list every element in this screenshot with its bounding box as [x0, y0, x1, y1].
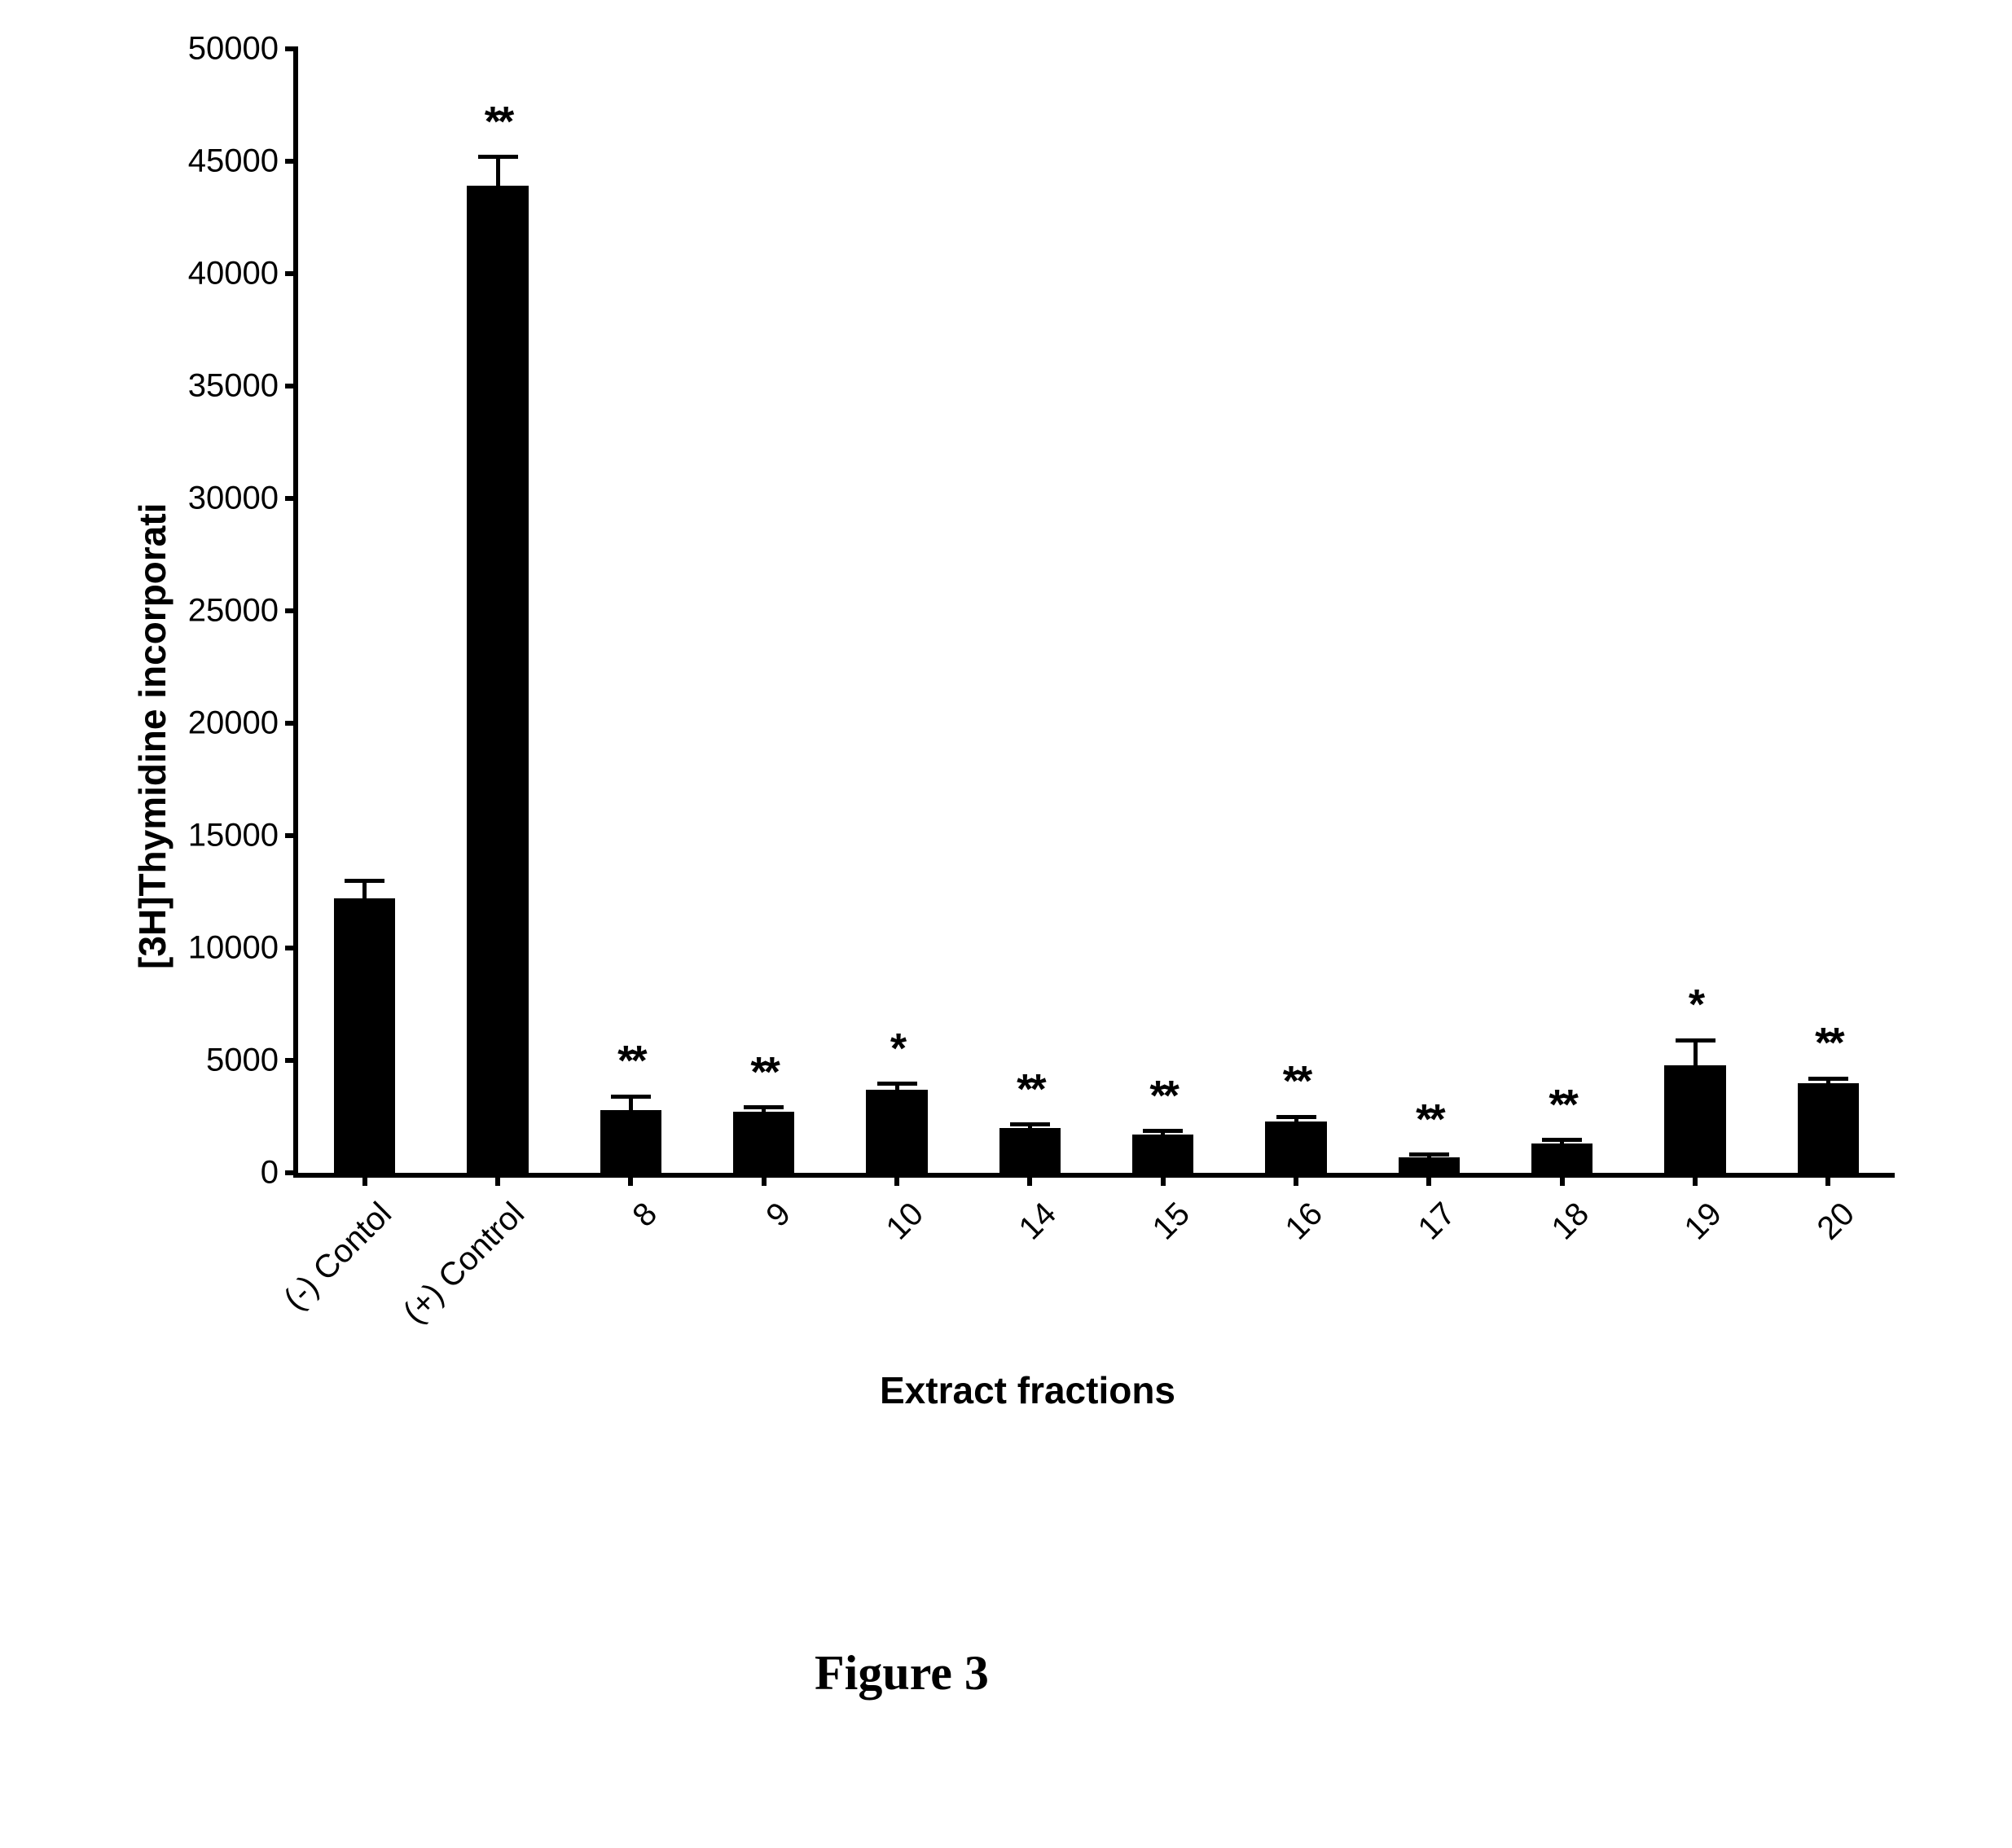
y-tick — [285, 384, 298, 388]
y-tick-label: 10000 — [188, 930, 279, 967]
error-cap — [1808, 1077, 1848, 1081]
y-tick-label: 0 — [261, 1155, 279, 1192]
y-tick-label: 25000 — [188, 593, 279, 630]
y-tick — [285, 833, 298, 838]
error-cap — [1409, 1152, 1449, 1157]
x-tick — [1027, 1173, 1032, 1186]
y-tick-label: 20000 — [188, 705, 279, 742]
x-tick — [495, 1173, 500, 1186]
significance-marker: ** — [750, 1048, 776, 1097]
y-tick-label: 40000 — [188, 256, 279, 292]
error-cap — [1010, 1122, 1050, 1126]
error-bar — [362, 880, 367, 898]
x-tick-label: 9 — [651, 1196, 797, 1342]
bar — [999, 1128, 1061, 1173]
x-tick-label: 20 — [1715, 1196, 1862, 1342]
error-cap — [1676, 1038, 1715, 1043]
plot-area: 0500010000150002000025000300003500040000… — [293, 49, 1895, 1178]
x-tick-label: 17 — [1316, 1196, 1463, 1342]
y-tick-label: 50000 — [188, 31, 279, 68]
thymidine-bar-chart: [3H]Thymidine incorporati 05000100001500… — [81, 49, 1931, 1596]
significance-marker: * — [1689, 981, 1702, 1029]
significance-marker: ** — [617, 1037, 644, 1086]
x-tick — [1693, 1173, 1698, 1186]
x-tick-label: 8 — [518, 1196, 665, 1342]
y-tick-label: 35000 — [188, 368, 279, 405]
y-tick — [285, 721, 298, 726]
y-tick — [285, 608, 298, 613]
y-tick — [285, 1058, 298, 1063]
y-tick — [285, 46, 298, 51]
y-tick — [285, 159, 298, 164]
significance-marker: ** — [1549, 1081, 1575, 1130]
x-tick — [1560, 1173, 1565, 1186]
x-tick-label: 18 — [1449, 1196, 1596, 1342]
bar — [467, 186, 528, 1173]
x-tick — [1294, 1173, 1298, 1186]
significance-marker: ** — [1283, 1057, 1309, 1106]
significance-marker: ** — [1149, 1072, 1175, 1121]
x-tick — [1426, 1173, 1431, 1186]
x-tick-label: 14 — [917, 1196, 1064, 1342]
bar — [1399, 1157, 1460, 1173]
error-cap — [478, 155, 518, 159]
x-tick — [628, 1173, 633, 1186]
bar — [600, 1110, 661, 1173]
bar — [1664, 1065, 1725, 1173]
x-tick-label: 15 — [1050, 1196, 1197, 1342]
y-tick-label: 30000 — [188, 481, 279, 517]
x-tick-label: 16 — [1184, 1196, 1330, 1342]
y-tick — [285, 496, 298, 501]
bar — [1798, 1083, 1859, 1173]
x-tick-label: 19 — [1583, 1196, 1729, 1342]
x-tick — [762, 1173, 767, 1186]
y-tick-label: 15000 — [188, 818, 279, 854]
error-bar — [1694, 1040, 1698, 1064]
x-tick-label: (-) Contol — [252, 1196, 398, 1342]
error-bar — [496, 156, 500, 186]
error-cap — [877, 1082, 917, 1086]
bar — [1531, 1143, 1592, 1173]
y-tick — [285, 1170, 298, 1175]
x-tick-label: 10 — [784, 1196, 931, 1342]
y-axis-label: [3H]Thymidine incorporati — [130, 503, 174, 969]
x-tick — [1825, 1173, 1830, 1186]
x-tick — [362, 1173, 367, 1186]
x-tick — [1161, 1173, 1166, 1186]
y-tick-label: 5000 — [206, 1043, 279, 1079]
bar — [866, 1090, 927, 1173]
figure-caption: Figure 3 — [815, 1645, 989, 1701]
bar — [334, 898, 395, 1173]
x-tick-label: (+) Control — [385, 1196, 532, 1342]
bar — [1132, 1135, 1193, 1173]
error-cap — [611, 1095, 651, 1099]
x-axis-label: Extract fractions — [880, 1368, 1175, 1412]
error-cap — [345, 879, 384, 883]
bar — [1265, 1122, 1326, 1173]
significance-marker: ** — [1815, 1019, 1841, 1068]
bar — [733, 1112, 794, 1173]
significance-marker: ** — [1017, 1065, 1043, 1114]
error-cap — [1542, 1138, 1582, 1142]
y-tick-label: 45000 — [188, 143, 279, 180]
error-cap — [1143, 1129, 1183, 1133]
significance-marker: ** — [1416, 1095, 1442, 1144]
error-cap — [744, 1105, 784, 1109]
significance-marker: * — [890, 1025, 903, 1073]
error-cap — [1276, 1115, 1316, 1119]
x-tick — [894, 1173, 899, 1186]
y-tick — [285, 946, 298, 950]
y-tick — [285, 271, 298, 276]
significance-marker: ** — [485, 98, 511, 147]
